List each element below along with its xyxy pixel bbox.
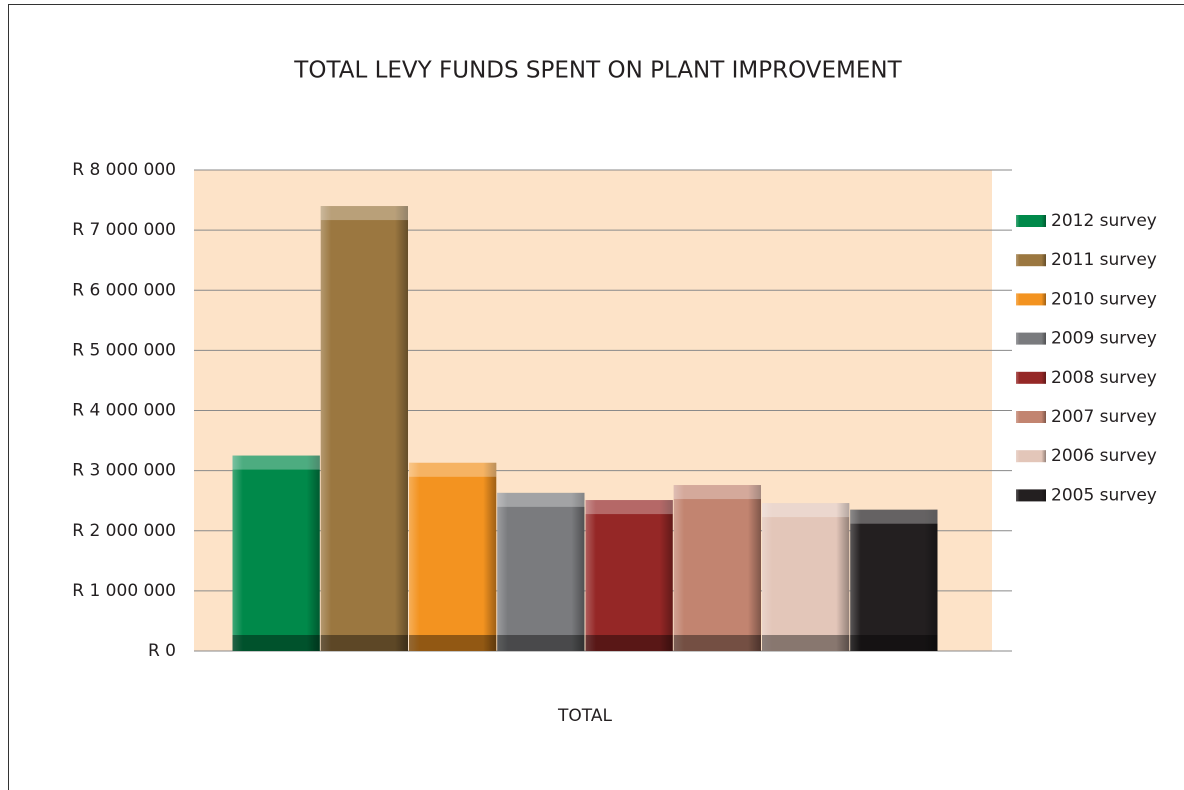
- legend-label: 2008 survey: [1051, 368, 1157, 388]
- bar-shade: [585, 500, 673, 651]
- legend-swatch-shade: [1016, 371, 1046, 384]
- x-tick-label: TOTAL: [557, 706, 612, 726]
- y-tick-label: R 2 000 000: [72, 521, 176, 541]
- legend-label: 2012 survey: [1051, 211, 1157, 231]
- bar-shade: [850, 509, 938, 651]
- bar-bevel-bottom: [232, 635, 320, 651]
- y-tick-label: R 0: [148, 641, 176, 661]
- bar-bevel-top: [232, 455, 320, 470]
- legend-swatch-shade: [1016, 332, 1046, 345]
- bar-shade: [673, 485, 761, 651]
- bar-bevel-bottom: [673, 635, 761, 651]
- bar-bevel-bottom: [497, 635, 585, 651]
- legend-swatch-shade: [1016, 293, 1046, 306]
- bar-bevel-bottom: [762, 635, 850, 651]
- bar-bevel-top: [320, 206, 408, 221]
- bar-bevel-top: [850, 509, 938, 524]
- legend-swatch-shade: [1016, 411, 1046, 423]
- bar-bevel-bottom: [585, 635, 673, 651]
- y-tick-label: R 7 000 000: [72, 220, 176, 240]
- legend-label: 2010 survey: [1051, 289, 1157, 309]
- bar-bevel-top: [585, 500, 673, 515]
- chart-title: TOTAL LEVY FUNDS SPENT ON PLANT IMPROVEM…: [293, 58, 902, 84]
- bar-shade: [320, 206, 408, 651]
- bar-bevel-bottom: [850, 635, 938, 651]
- legend-label: 2006 survey: [1051, 446, 1157, 466]
- y-tick-label: R 8 000 000: [72, 160, 176, 180]
- bar-bevel-top: [497, 492, 585, 507]
- frame: [8, 4, 1184, 790]
- legend-label: 2011 survey: [1051, 250, 1157, 270]
- y-tick-label: R 1 000 000: [72, 581, 176, 601]
- legend-label: 2005 survey: [1051, 485, 1157, 505]
- legend-label: 2009 survey: [1051, 329, 1157, 349]
- legend-label: 2007 survey: [1051, 407, 1157, 427]
- y-tick-label: R 5 000 000: [72, 340, 176, 360]
- legend-swatch-shade: [1016, 215, 1046, 227]
- y-tick-label: R 3 000 000: [72, 461, 176, 481]
- legend-swatch-shade: [1016, 254, 1046, 267]
- bar-shade: [409, 462, 497, 651]
- bar-bevel-top: [762, 503, 850, 518]
- bar-shade: [497, 492, 585, 651]
- bar-bevel-top: [409, 462, 497, 477]
- y-tick-label: R 6 000 000: [72, 280, 176, 300]
- bar-shade: [232, 455, 320, 651]
- y-tick-label: R 4 000 000: [72, 401, 176, 421]
- bar-shade: [762, 503, 850, 651]
- bar-bevel-bottom: [320, 635, 408, 651]
- legend-swatch-shade: [1016, 489, 1046, 502]
- bar-bevel-bottom: [409, 635, 497, 651]
- legend-swatch-shade: [1016, 450, 1046, 463]
- bar-bevel-top: [673, 485, 761, 500]
